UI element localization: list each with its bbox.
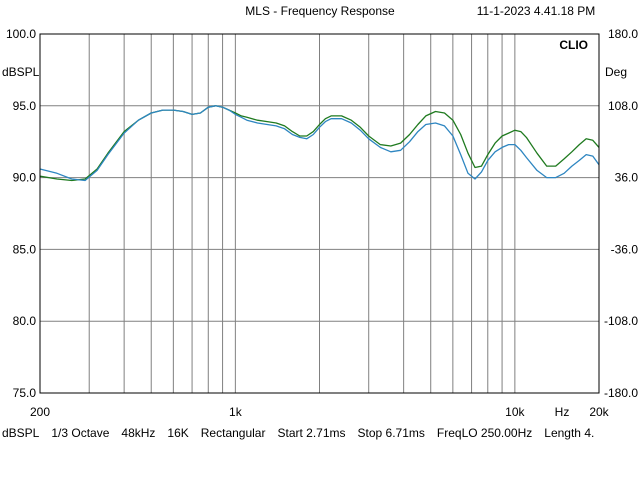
y-tick-left-label: 80.0 [13, 314, 37, 328]
footer-setting: Start 2.71ms [277, 426, 346, 440]
series-layer [39, 105, 600, 182]
y-tick-left-label: 95.0 [13, 99, 37, 113]
y-tick-right-label: -108.0 [604, 314, 638, 328]
x-tick-label: 200 [30, 405, 50, 419]
x-tick-label: 10k [505, 405, 525, 419]
footer-setting: Length 4. [544, 426, 595, 440]
y-tick-left-label: 90.0 [13, 171, 37, 185]
footer-setting: 1/3 Octave [51, 426, 110, 440]
clio-brand-label: CLIO [559, 38, 588, 52]
x-tick-label: 1k [229, 405, 243, 419]
y-tick-left-label: 75.0 [13, 386, 37, 400]
y-axis-right-unit: Deg [605, 65, 627, 79]
footer-setting: 16K [167, 426, 189, 440]
y-tick-left-label: 85.0 [13, 242, 37, 256]
y-tick-right-label: 36.0 [615, 171, 639, 185]
chart-title: MLS - Frequency Response [245, 4, 395, 18]
y-tick-right-label: -36.0 [611, 242, 639, 256]
measurement-settings-bar: dBSPL 1/3 Octave 48kHz 16K Rectangular Start … [2, 426, 640, 444]
y-tick-left-label: 100.0 [6, 27, 36, 41]
series-line-2 [39, 105, 600, 182]
y-tick-right-label: -180.0 [604, 386, 638, 400]
plot-frame [39, 33, 600, 394]
y-tick-right-label: 180.0 [608, 27, 638, 41]
tick-labels: 75.0 -180.0 80.0 -108.0 85.0 -36.0 90.0 36.0 95.… [6, 27, 638, 419]
chart-timestamp: 11-1-2023 4.41.18 PM [477, 4, 596, 18]
grid [39, 33, 600, 394]
footer-setting: FreqLO 250.00Hz [436, 426, 533, 440]
x-axis-unit: Hz [555, 405, 570, 419]
footer-setting: 48kHz [121, 426, 156, 440]
y-axis-left-unit: dBSPL [2, 65, 40, 79]
footer-setting: Stop 6.71ms [357, 426, 425, 440]
footer-setting: dBSPL [2, 426, 40, 440]
x-tick-label: 20k [589, 405, 609, 419]
y-tick-right-label: 108.0 [608, 99, 638, 113]
footer-setting: Rectangular [200, 426, 266, 440]
